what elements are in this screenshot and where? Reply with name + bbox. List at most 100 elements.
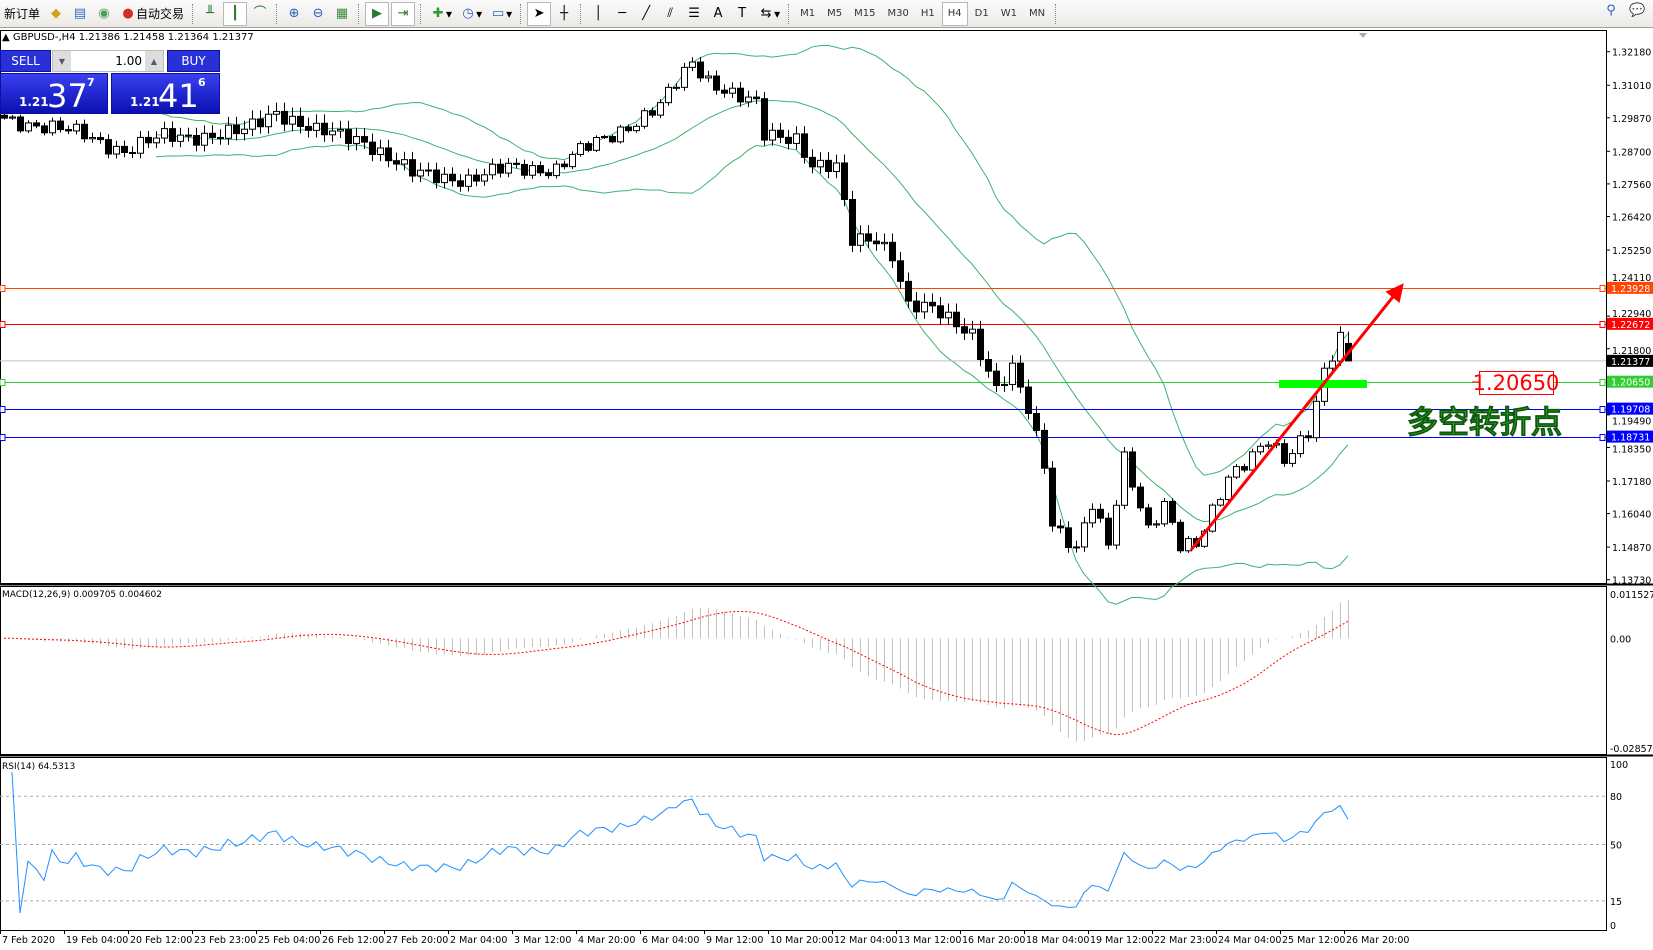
bull-candle: [705, 75, 712, 79]
time-tick-label: 6 Mar 04:00: [642, 935, 699, 946]
buy-button[interactable]: BUY: [167, 50, 220, 72]
fibonacci-button[interactable]: ☰: [683, 3, 705, 25]
bear-candle: [433, 169, 440, 184]
timeframe-m30[interactable]: M30: [887, 8, 909, 19]
lot-decrease-icon[interactable]: ▼: [53, 51, 71, 71]
navigator-button[interactable]: ▤: [69, 3, 91, 25]
bull-candle: [601, 136, 608, 139]
indicators-button[interactable]: ✚ ▾: [427, 3, 455, 25]
bull-candle: [1185, 538, 1192, 552]
macd-pane: MACD(12,26,9) 0.009705 0.004602 0.011527 0…: [2, 590, 1653, 755]
bear-candle: [545, 172, 552, 177]
bull-candle: [313, 122, 320, 131]
time-tick-label: 16 Mar 20:00: [962, 935, 1025, 946]
timeframe-d1[interactable]: D1: [974, 8, 989, 19]
bollinger-upper: [155, 44, 1349, 476]
zoom-out-button[interactable]: ⊖: [307, 3, 329, 25]
auto-trading-button[interactable]: ● 自动交易: [117, 3, 187, 25]
equidistant-channel-button[interactable]: ⫽: [659, 3, 681, 25]
market-watch-button[interactable]: ◆: [45, 3, 67, 25]
lot-size-stepper[interactable]: ▼ 1.00 ▲: [52, 50, 164, 72]
bear-candle: [121, 145, 128, 154]
timeframe-m5[interactable]: M5: [827, 8, 843, 19]
tile-windows-icon: ▦: [335, 5, 349, 21]
bear-candle: [409, 159, 416, 177]
rsi-axis-label: 80: [1610, 792, 1622, 803]
bull-candle: [137, 136, 144, 154]
bear-candle: [169, 128, 176, 142]
bull-candle: [1313, 400, 1320, 439]
line-price-tag: 1.22672: [1611, 320, 1650, 331]
sell-button[interactable]: SELL: [0, 50, 51, 72]
bear-candle: [57, 120, 64, 131]
text-button[interactable]: A: [707, 3, 729, 25]
lot-increase-icon[interactable]: ▲: [145, 51, 163, 71]
bull-candle: [481, 174, 488, 182]
timeframe-mn[interactable]: MN: [1028, 8, 1046, 19]
time-tick-label: 26 Mar 20:00: [1346, 935, 1409, 946]
price-tick-label: 1.22940: [1612, 309, 1651, 320]
crosshair-button[interactable]: ┼: [553, 3, 575, 25]
candlestick-button[interactable]: ┃: [223, 1, 248, 26]
lot-size-input[interactable]: 1.00: [71, 51, 145, 71]
toolbar: 新订单 ◆ ▤ ◉ ● 自动交易 ╨ ┃ ⌒ ⊕ ⊖ ▦ ▶ ⇥ ✚ ▾ ◷ ▾ ▭ ▾…: [0, 0, 1653, 28]
timeframe-h4[interactable]: H4: [941, 1, 968, 26]
bull-candle: [673, 86, 680, 89]
bull-candle: [817, 159, 824, 168]
trendline-button[interactable]: ╱: [635, 3, 657, 25]
bear-candle: [609, 136, 616, 143]
horizontal-line-icon: ─: [618, 5, 627, 21]
bull-candle: [265, 113, 272, 128]
periods-button[interactable]: ◷ ▾: [457, 3, 485, 25]
bar-chart-button[interactable]: ╨: [199, 3, 221, 25]
cursor-button[interactable]: ➤: [527, 1, 552, 26]
bear-candle: [385, 147, 392, 162]
autoscroll-button[interactable]: ⇥: [391, 1, 416, 26]
sell-price-prefix: 1.21: [19, 95, 49, 109]
zoom-in-button[interactable]: ⊕: [283, 3, 305, 25]
bear-candle: [961, 326, 968, 334]
line-price-tag: 1.18731: [1611, 433, 1650, 444]
bear-candle: [473, 174, 480, 182]
chat-icon[interactable]: 💬: [1629, 3, 1646, 18]
rsi-line: [11, 772, 1349, 914]
bull-candle: [1089, 508, 1096, 524]
time-tick-label: 25 Mar 12:00: [1282, 935, 1345, 946]
timeframe-m15[interactable]: M15: [854, 8, 876, 19]
bear-candle: [17, 116, 24, 132]
rsi-label: RSI(14) 64.5313: [2, 762, 75, 772]
vertical-line-button[interactable]: │: [587, 3, 609, 25]
timeframe-m1[interactable]: M1: [800, 8, 816, 19]
timeframe-w1[interactable]: W1: [1000, 8, 1017, 19]
bull-candle: [417, 169, 424, 177]
bear-candle: [1305, 435, 1312, 439]
new-order-button[interactable]: 新订单: [1, 3, 43, 25]
bull-candle: [1329, 360, 1336, 369]
line-chart-button[interactable]: ⌒: [249, 3, 271, 25]
horizontal-line-button[interactable]: ─: [611, 3, 633, 25]
bull-candle: [1265, 444, 1272, 447]
templates-button[interactable]: ▭ ▾: [491, 5, 513, 21]
timeframe-h1[interactable]: H1: [920, 8, 935, 19]
line-handle: [1599, 379, 1606, 386]
signals-button[interactable]: ◉: [93, 3, 115, 25]
tile-windows-button[interactable]: ▦: [331, 3, 353, 25]
bull-candle: [1113, 504, 1120, 546]
search-icon[interactable]: ⚲: [1606, 3, 1616, 18]
signals-icon: ◉: [98, 5, 110, 21]
bull-candle: [1217, 499, 1224, 506]
bear-candle: [697, 61, 704, 79]
macd-axis-label: 0.011527: [1610, 590, 1653, 601]
chart-shift-button[interactable]: ▶: [365, 1, 390, 26]
sell-price[interactable]: 1.21 37 7: [0, 73, 108, 114]
arrows-button[interactable]: ⇆ ▾: [755, 3, 783, 25]
separator: [520, 3, 522, 24]
bear-candle: [497, 163, 504, 174]
candles: [1, 57, 1352, 554]
bull-candle: [201, 132, 208, 146]
text-label-button[interactable]: T: [731, 3, 753, 25]
vertical-line-icon: │: [594, 5, 603, 21]
buy-price[interactable]: 1.21 41 6: [111, 73, 220, 114]
time-tick-label: 12 Mar 04:00: [834, 935, 897, 946]
